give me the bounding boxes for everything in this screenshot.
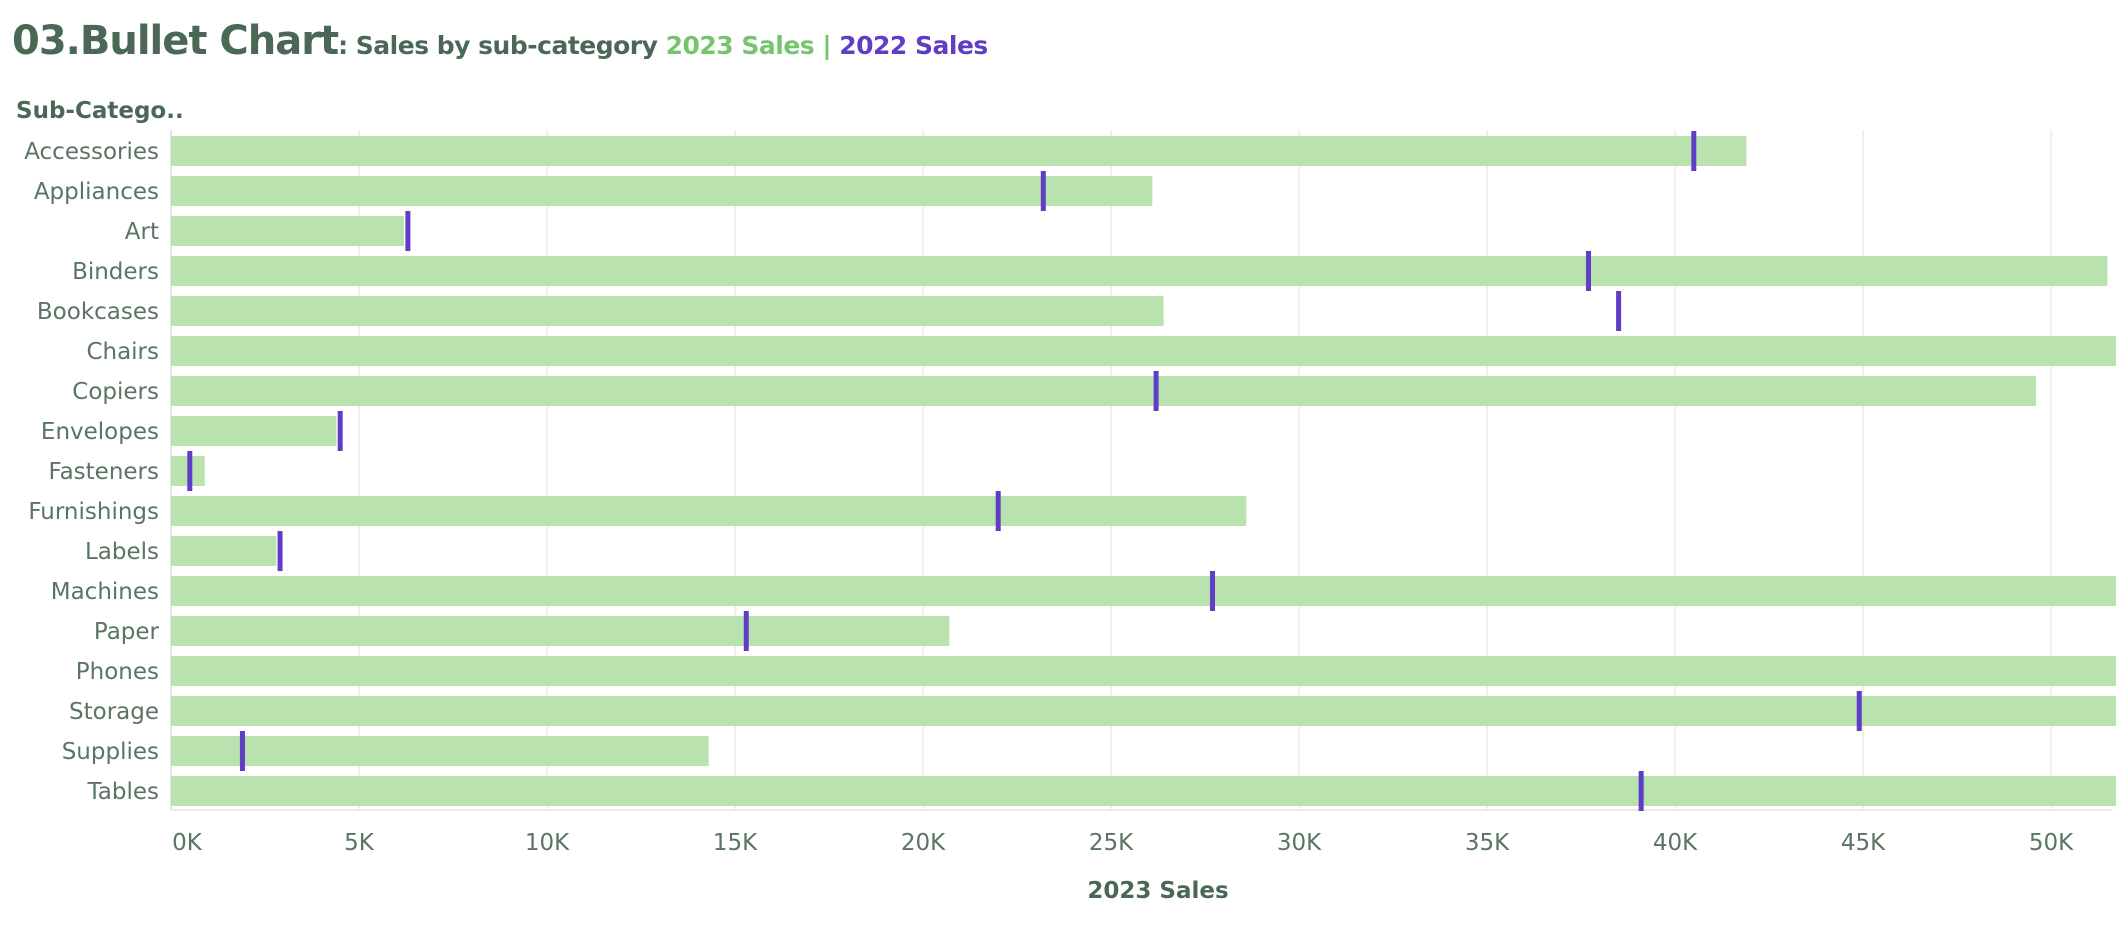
category-label-binders: Binders <box>72 259 159 285</box>
legend-separator: | <box>814 31 840 60</box>
bar-2023-phones <box>171 656 2116 686</box>
category-label-paper: Paper <box>94 619 160 645</box>
bar-2023-art <box>171 216 405 246</box>
marker-2022-storage <box>1856 691 1862 731</box>
x-tick-label-40K: 40K <box>1653 830 1698 856</box>
x-tick-label-20K: 20K <box>901 830 946 856</box>
marker-2022-bookcases <box>1616 291 1622 331</box>
x-tick-label-25K: 25K <box>1089 830 1134 856</box>
x-tick-label-0K: 0K <box>172 830 203 856</box>
category-label-envelopes: Envelopes <box>41 419 159 445</box>
marker-2022-machines <box>1210 571 1216 611</box>
chart-header: 03.Bullet Chart: Sales by sub-category 2… <box>12 18 988 64</box>
x-axis-title: 2023 Sales <box>1087 878 1228 904</box>
bar-2023-appliances <box>171 176 1153 206</box>
bar-2023-machines <box>171 576 2116 606</box>
x-tick-label-5K: 5K <box>344 830 375 856</box>
category-label-tables: Tables <box>87 779 159 805</box>
category-label-fasteners: Fasteners <box>48 459 159 485</box>
marker-2022-paper <box>743 611 749 651</box>
marker-2022-art <box>405 211 411 251</box>
category-label-art: Art <box>125 219 159 245</box>
bar-2023-furnishings <box>171 496 1247 526</box>
bar-2023-paper <box>171 616 950 646</box>
legend-2023-sales: 2023 Sales <box>665 31 815 60</box>
category-label-bookcases: Bookcases <box>37 299 159 325</box>
x-tick-label-50K: 50K <box>2029 830 2074 856</box>
row-header-sub-category: Sub-Catego.. <box>16 98 184 124</box>
marker-2022-appliances <box>1040 171 1046 211</box>
category-label-chairs: Chairs <box>86 339 159 365</box>
category-label-furnishings: Furnishings <box>28 499 159 525</box>
bar-2023-chairs <box>171 336 2116 366</box>
category-label-supplies: Supplies <box>62 739 159 765</box>
x-tick-label-45K: 45K <box>1841 830 1886 856</box>
bar-2023-bookcases <box>171 296 1164 326</box>
marker-2022-accessories <box>1691 131 1697 171</box>
marker-2022-labels <box>277 531 283 571</box>
marker-2022-supplies <box>239 731 245 771</box>
chart-subtitle: : Sales by sub-category <box>338 31 666 60</box>
legend-2022-sales: 2022 Sales <box>839 31 988 60</box>
bar-2023-storage <box>171 696 2116 726</box>
marker-2022-binders <box>1586 251 1592 291</box>
category-label-labels: Labels <box>85 539 159 565</box>
category-label-accessories: Accessories <box>24 139 159 165</box>
bar-2023-binders <box>171 256 2108 286</box>
category-label-appliances: Appliances <box>34 179 159 205</box>
marker-2022-envelopes <box>337 411 343 451</box>
marker-2022-fasteners <box>187 451 193 491</box>
category-label-machines: Machines <box>51 579 159 605</box>
bar-2023-labels <box>171 536 277 566</box>
bar-2023-copiers <box>171 376 2036 406</box>
category-label-copiers: Copiers <box>72 379 159 405</box>
marker-2022-furnishings <box>995 491 1001 531</box>
bar-2023-accessories <box>171 136 1747 166</box>
marker-2022-tables <box>1638 771 1644 811</box>
x-tick-label-10K: 10K <box>525 830 570 856</box>
x-tick-label-35K: 35K <box>1465 830 1510 856</box>
bar-2023-supplies <box>171 736 709 766</box>
marker-2022-copiers <box>1153 371 1159 411</box>
category-label-storage: Storage <box>69 699 159 725</box>
x-tick-label-15K: 15K <box>713 830 758 856</box>
bar-2023-tables <box>171 776 2116 806</box>
bar-2023-envelopes <box>171 416 337 446</box>
chart-title: 03.Bullet Chart <box>12 18 339 64</box>
category-label-phones: Phones <box>76 659 159 685</box>
x-tick-label-30K: 30K <box>1277 830 1322 856</box>
